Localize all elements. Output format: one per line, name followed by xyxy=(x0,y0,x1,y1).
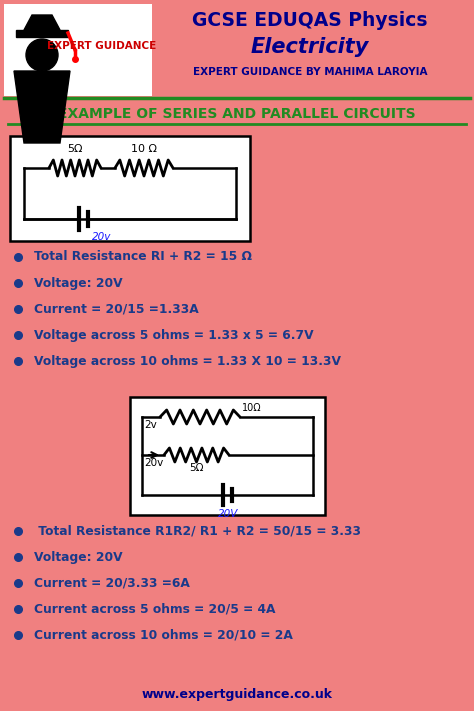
Text: Current across 5 ohms = 20/5 = 4A: Current across 5 ohms = 20/5 = 4A xyxy=(34,602,275,616)
Text: Voltage across 5 ohms = 1.33 x 5 = 6.7V: Voltage across 5 ohms = 1.33 x 5 = 6.7V xyxy=(34,328,314,341)
Polygon shape xyxy=(14,71,70,143)
Text: 20v: 20v xyxy=(92,232,111,242)
Bar xyxy=(4,4,152,96)
Text: www.expertguidance.co.uk: www.expertguidance.co.uk xyxy=(142,688,332,701)
Text: 5Ω: 5Ω xyxy=(189,463,204,473)
Bar xyxy=(130,397,325,515)
Text: Voltage across 10 ohms = 1.33 X 10 = 13.3V: Voltage across 10 ohms = 1.33 X 10 = 13.… xyxy=(34,355,341,368)
Text: Electricity: Electricity xyxy=(251,37,369,57)
Text: 20v: 20v xyxy=(144,458,163,468)
Bar xyxy=(10,136,250,241)
Text: 10Ω: 10Ω xyxy=(242,403,262,413)
Text: Current across 10 ohms = 20/10 = 2A: Current across 10 ohms = 20/10 = 2A xyxy=(34,629,293,641)
Text: EXAMPLE OF SERIES AND PARALLEL CIRCUITS: EXAMPLE OF SERIES AND PARALLEL CIRCUITS xyxy=(58,107,416,121)
Polygon shape xyxy=(16,30,68,37)
Text: GCSE EDUQAS Physics: GCSE EDUQAS Physics xyxy=(192,11,428,29)
Polygon shape xyxy=(24,15,60,30)
Text: Voltage: 20V: Voltage: 20V xyxy=(34,277,123,289)
Text: Current = 20/3.33 =6A: Current = 20/3.33 =6A xyxy=(34,577,190,589)
Text: EXPERT GUIDANCE BY MAHIMA LAROYIA: EXPERT GUIDANCE BY MAHIMA LAROYIA xyxy=(193,67,427,77)
Text: Current = 20/15 =1.33A: Current = 20/15 =1.33A xyxy=(34,302,199,316)
Text: 10 Ω: 10 Ω xyxy=(131,144,157,154)
Text: EXPERT GUIDANCE: EXPERT GUIDANCE xyxy=(47,41,156,51)
Text: 20V: 20V xyxy=(219,509,239,519)
Text: Total Resistance R1R2/ R1 + R2 = 50/15 = 3.33: Total Resistance R1R2/ R1 + R2 = 50/15 =… xyxy=(34,525,361,538)
Text: Voltage: 20V: Voltage: 20V xyxy=(34,550,123,564)
Text: 5Ω: 5Ω xyxy=(67,144,83,154)
Text: 2v: 2v xyxy=(144,420,157,430)
Circle shape xyxy=(26,39,58,71)
Text: Total Resistance RI + R2 = 15 Ω: Total Resistance RI + R2 = 15 Ω xyxy=(34,250,252,264)
